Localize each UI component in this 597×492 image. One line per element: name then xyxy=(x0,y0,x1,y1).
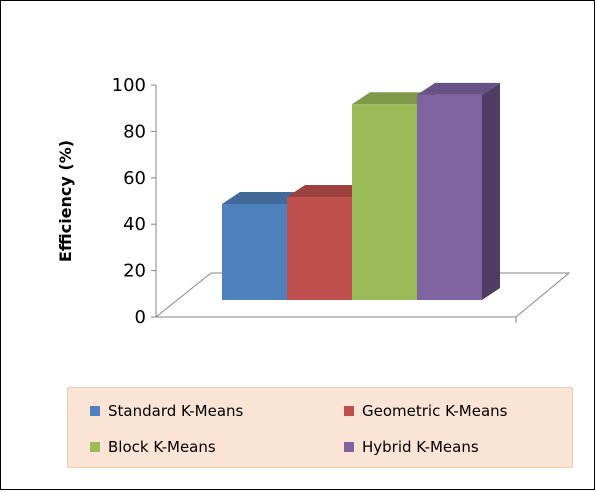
bar-top xyxy=(352,92,435,105)
y-tick-label: 0 xyxy=(135,307,146,328)
legend-swatch-standard xyxy=(90,406,100,416)
legend-label: Hybrid K-Means xyxy=(362,438,479,456)
bar-front xyxy=(222,203,287,300)
y-axis-title: Efficiency (%) xyxy=(56,140,75,262)
legend: Standard K-Means Geometric K-Means Block… xyxy=(67,387,573,468)
legend-label: Standard K-Means xyxy=(108,402,244,420)
bar-top xyxy=(417,82,500,95)
legend-item: Block K-Means xyxy=(90,438,216,456)
legend-swatch-geometric xyxy=(344,406,354,416)
bar-chart: 0 20 40 60 80 100 Efficiency (%) xyxy=(56,75,571,328)
legend-label: Block K-Means xyxy=(108,438,216,456)
legend-label: Geometric K-Means xyxy=(362,402,508,420)
bar-side xyxy=(482,82,500,300)
bar-top xyxy=(287,185,370,197)
bar-front xyxy=(417,94,482,300)
bar-front xyxy=(287,197,352,300)
bar xyxy=(417,82,500,300)
legend-swatch-hybrid xyxy=(344,442,354,452)
bar-front xyxy=(352,104,417,300)
bar-top xyxy=(222,191,305,204)
y-tick-label: 40 xyxy=(123,214,146,235)
legend-swatch-block xyxy=(90,442,100,452)
y-tick-label: 80 xyxy=(123,121,146,142)
y-tick-label: 100 xyxy=(112,75,146,96)
bars xyxy=(222,82,500,300)
legend-item: Standard K-Means xyxy=(90,402,243,420)
legend-item: Geometric K-Means xyxy=(344,402,507,420)
y-axis: 0 20 40 60 80 100 xyxy=(112,75,157,328)
legend-item: Hybrid K-Means xyxy=(344,438,479,456)
y-tick-label: 20 xyxy=(123,261,146,282)
y-tick-label: 60 xyxy=(123,168,146,189)
